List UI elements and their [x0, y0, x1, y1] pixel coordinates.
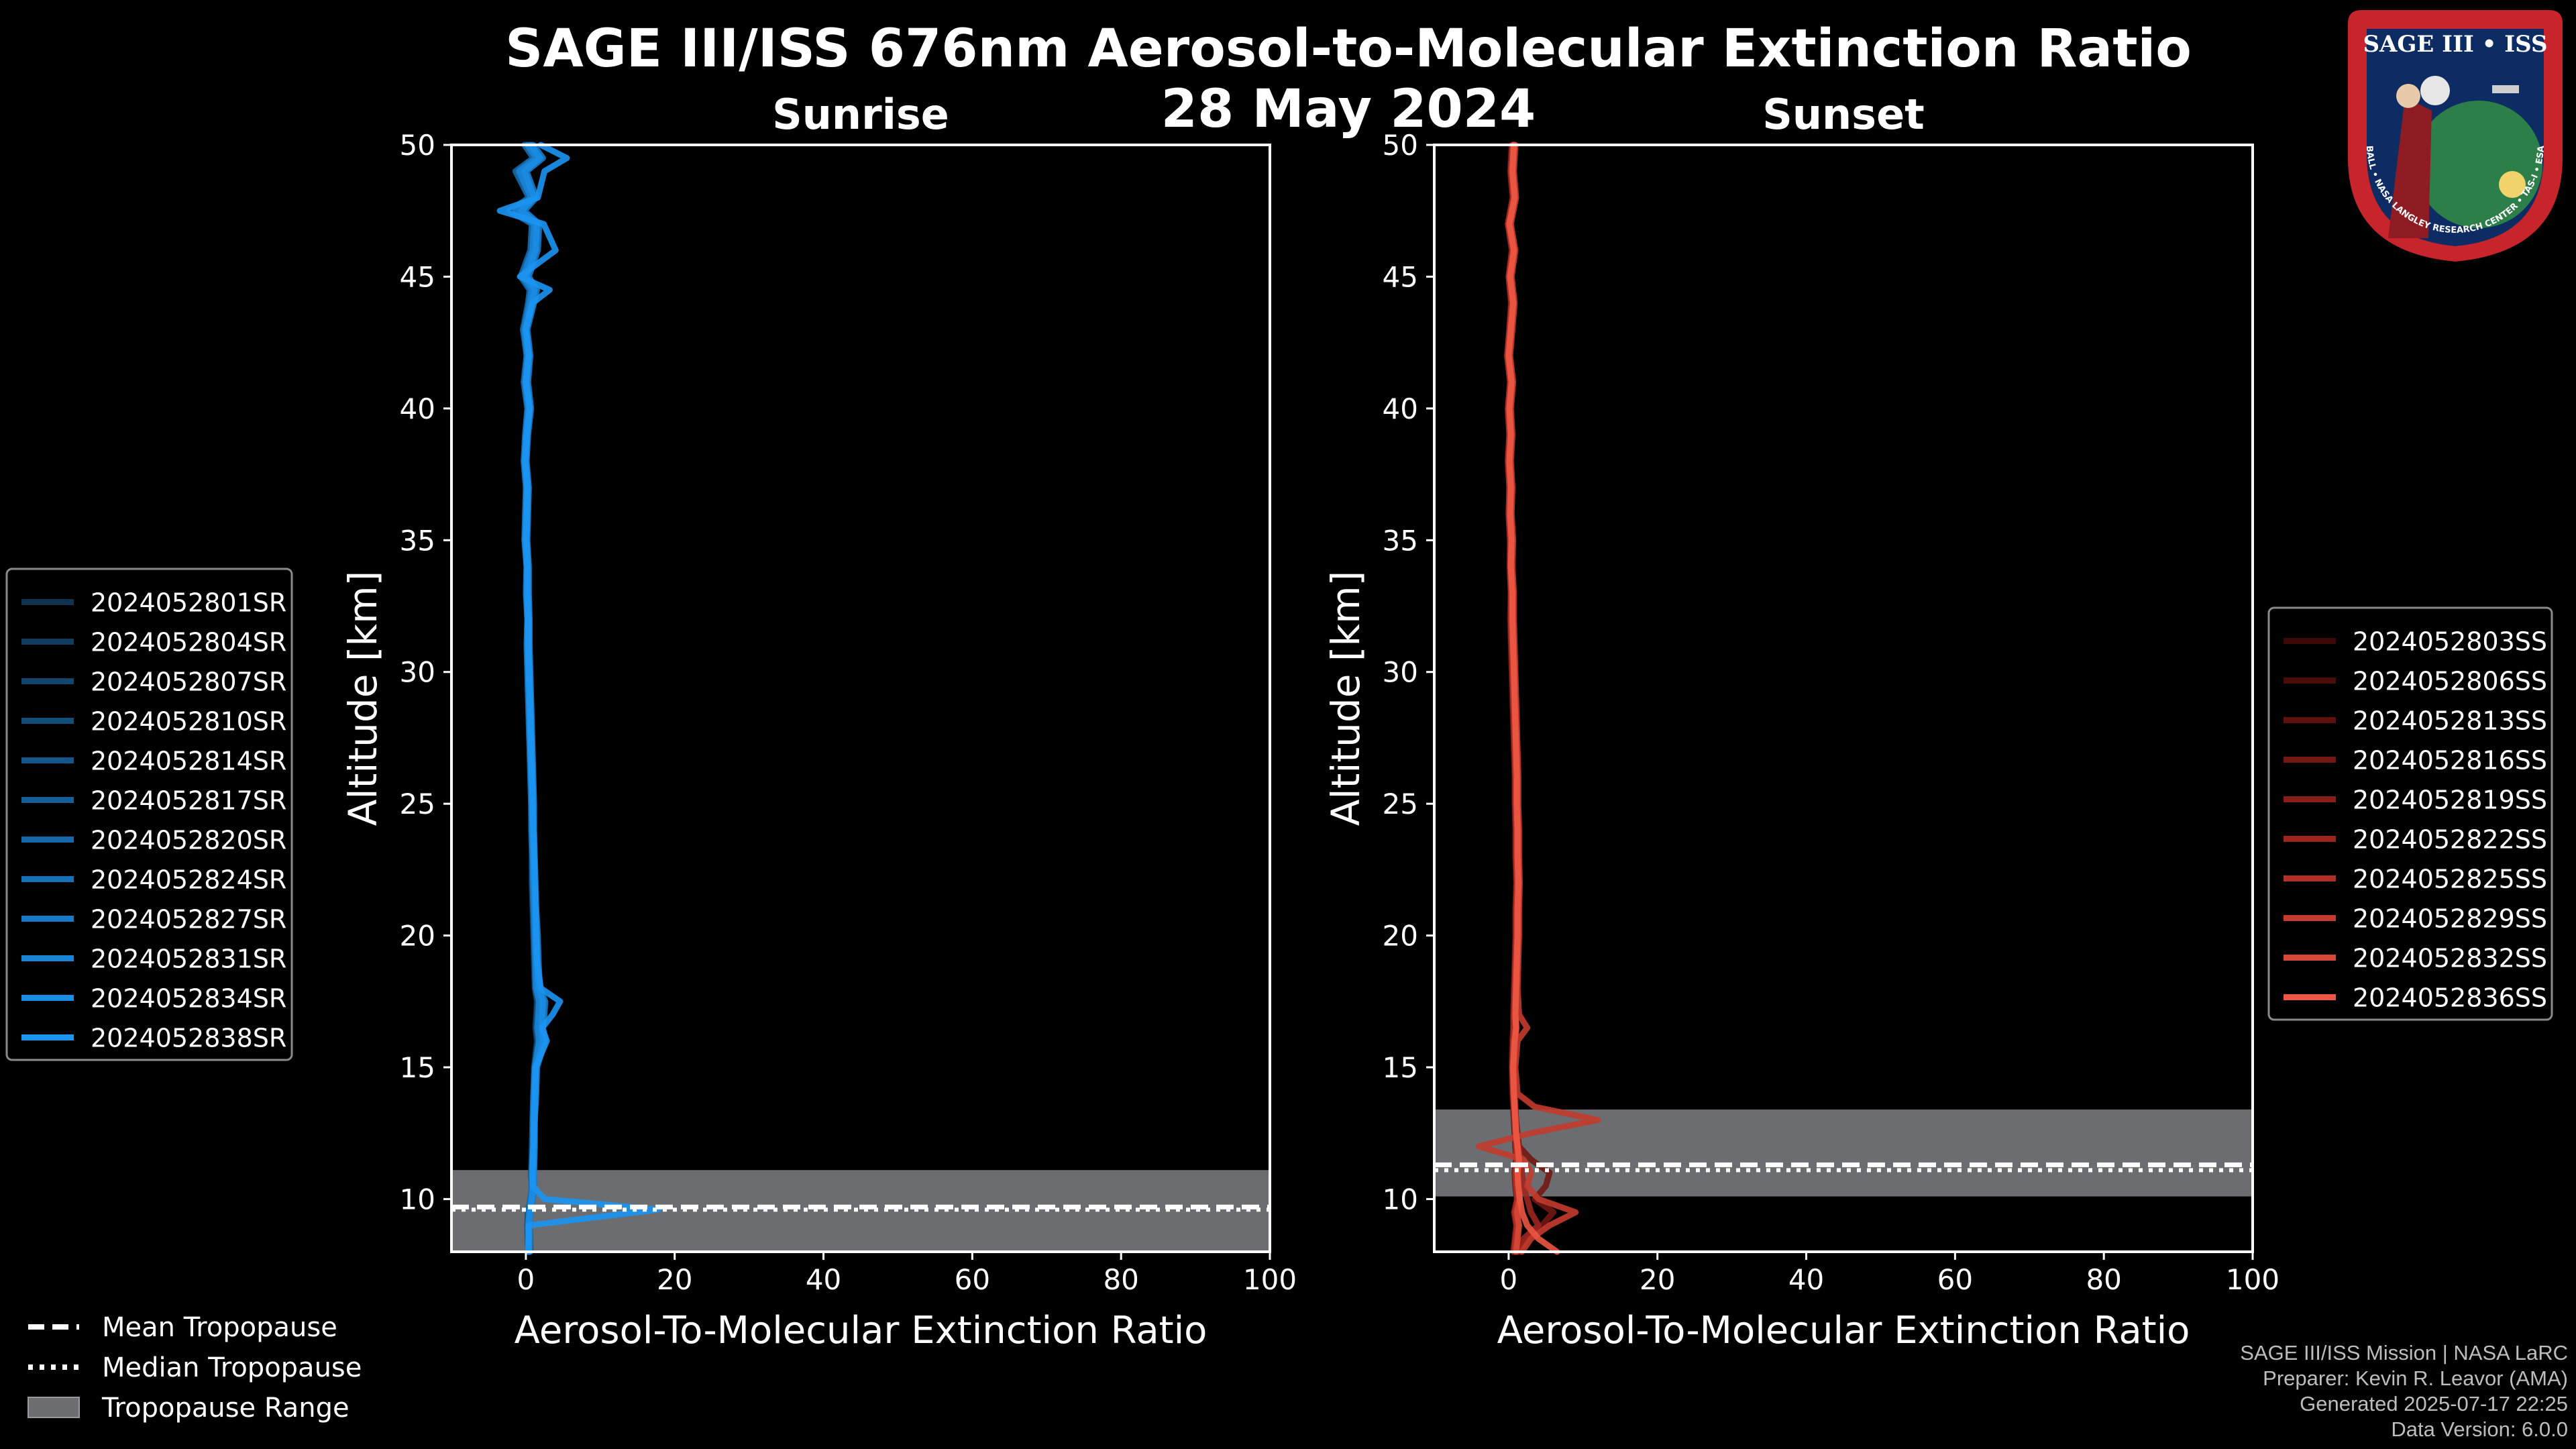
y-tick-label: 30 — [400, 656, 435, 689]
legend-entry: 2024052831SR — [91, 945, 286, 974]
sun-icon — [2499, 171, 2526, 198]
x-axis-label: Aerosol-To-Molecular Extinction Ratio — [1497, 1309, 2190, 1352]
y-tick-label: 25 — [400, 788, 435, 820]
legend-entry: 2024052813SS — [2353, 706, 2547, 736]
y-tick-label: 50 — [1383, 129, 1418, 162]
credits-preparer: Preparer: Kevin R. Leavor (AMA) — [2263, 1366, 2568, 1390]
legend-entry: 2024052803SS — [2353, 627, 2547, 657]
legend-box — [2267, 606, 2553, 1021]
moon-icon — [2420, 76, 2450, 105]
y-axis-label: Altitude [km] — [340, 571, 386, 826]
legend-entry: 2024052832SS — [2353, 944, 2547, 973]
iss-icon — [2492, 85, 2519, 93]
legend-entry: 2024052834SR — [91, 984, 286, 1014]
x-tick-label: 20 — [657, 1263, 692, 1296]
y-tick-label: 10 — [1383, 1183, 1418, 1216]
y-tick-label: 45 — [1383, 260, 1418, 293]
x-tick-label: 0 — [517, 1263, 535, 1296]
panel-sunrise: 0 20 40 60 80 100 10 15 20 25 30 35 40 45 50 Sunrise Aer… — [5, 90, 1297, 1352]
x-axis-label: Aerosol-To-Molecular Extinction Ratio — [515, 1309, 1208, 1352]
credits-generated: Generated 2025-07-17 22:25 — [2300, 1392, 2568, 1415]
tropopause-legend: Mean Tropopause Median Tropopause Tropopau… — [28, 1312, 362, 1424]
figure-head-icon — [2396, 84, 2420, 108]
series-legend: 2024052801SR 2024052804SR 2024052807SR 2024… — [5, 568, 293, 1061]
tropopause-legend-label: Mean Tropopause — [102, 1312, 337, 1343]
x-tick-label: 60 — [955, 1263, 990, 1296]
sage-iii-iss-mission-patch: SAGE III • ISS BALL • NASA LANGLEY RESEA… — [2348, 10, 2563, 262]
credits-data-version: Data Version: 6.0.0 — [2391, 1417, 2568, 1441]
legend-entry: 2024052836SS — [2353, 983, 2547, 1013]
y-tick-label: 25 — [1383, 788, 1418, 820]
y-tick-label: 15 — [1383, 1051, 1418, 1084]
y-tick-label: 30 — [1383, 656, 1418, 689]
patch-title: SAGE III • ISS — [2363, 31, 2547, 58]
tropopause-range-band — [451, 1170, 1270, 1252]
legend-entry: 2024052801SR — [91, 588, 286, 618]
legend-entry: 2024052817SR — [91, 786, 286, 816]
legend-entry: 2024052806SS — [2353, 667, 2547, 696]
legend-entry: 2024052838SR — [91, 1024, 286, 1053]
x-tick-label: 0 — [1500, 1263, 1518, 1296]
legend-entry: 2024052814SR — [91, 747, 286, 776]
x-tick-label: 100 — [2226, 1263, 2279, 1296]
tropopause-range-band — [1434, 1109, 2253, 1197]
profile-line-2024052838SR — [496, 142, 661, 1255]
earth-icon — [2415, 101, 2542, 228]
credits-mission: SAGE III/ISS Mission | NASA LaRC — [2240, 1341, 2568, 1364]
y-tick-label: 20 — [1383, 920, 1418, 953]
y-tick-label: 35 — [400, 524, 435, 557]
legend-entry: 2024052804SR — [91, 628, 286, 657]
legend-entry: 2024052829SS — [2353, 904, 2547, 934]
axes-frame — [450, 144, 1271, 1253]
x-tick-label: 40 — [1788, 1263, 1824, 1296]
y-axis-label: Altitude [km] — [1323, 571, 1368, 826]
tropopause-legend-label: Tropopause Range — [101, 1393, 350, 1424]
y-tick-label: 35 — [1383, 524, 1418, 557]
legend-entry: 2024052827SR — [91, 905, 286, 934]
legend-entry: 2024052825SS — [2353, 865, 2547, 894]
y-tick-label: 50 — [400, 129, 435, 162]
axes-frame — [1433, 144, 2254, 1253]
legend-entry: 2024052807SR — [91, 667, 286, 697]
legend-entry: 2024052820SR — [91, 826, 286, 855]
x-tick-label: 60 — [1937, 1263, 1973, 1296]
panel-title: Sunrise — [772, 90, 949, 139]
profile-line-2024052836SS — [1505, 142, 1560, 1255]
figure-date: 28 May 2024 — [1161, 79, 1536, 140]
y-tick-label: 40 — [400, 392, 435, 425]
profile-line-2024052829SS — [1476, 142, 1601, 1255]
panel-title: Sunset — [1762, 90, 1925, 139]
legend-range-swatch — [28, 1397, 80, 1418]
legend-entry: 2024052824SR — [91, 865, 286, 895]
y-tick-label: 15 — [400, 1051, 435, 1084]
y-tick-label: 10 — [400, 1183, 435, 1216]
x-tick-label: 80 — [1103, 1263, 1138, 1296]
legend-entry: 2024052816SS — [2353, 746, 2547, 775]
figure-title: SAGE III/ISS 676nm Aerosol-to-Molecular … — [505, 19, 2192, 79]
series-legend: 2024052803SS 2024052806SS 2024052813SS 2024… — [2267, 606, 2553, 1021]
y-tick-label: 20 — [400, 920, 435, 953]
legend-entry: 2024052819SS — [2353, 786, 2547, 815]
legend-entry: 2024052822SS — [2353, 825, 2547, 855]
legend-box — [5, 568, 293, 1061]
credits-block: SAGE III/ISS Mission | NASA LaRC Prepare… — [2240, 1340, 2568, 1442]
y-tick-label: 40 — [1383, 392, 1418, 425]
figure-robe-icon — [2388, 97, 2432, 238]
x-tick-label: 20 — [1640, 1263, 1675, 1296]
x-tick-label: 80 — [2086, 1263, 2121, 1296]
legend-entry: 2024052810SR — [91, 707, 286, 737]
panel-sunset: 0 20 40 60 80 100 10 15 20 25 30 35 40 45 50 Sunset Aero… — [1323, 90, 2553, 1352]
tropopause-legend-label: Median Tropopause — [102, 1352, 362, 1383]
x-tick-label: 40 — [806, 1263, 841, 1296]
x-tick-label: 100 — [1243, 1263, 1297, 1296]
y-tick-label: 45 — [400, 260, 435, 293]
